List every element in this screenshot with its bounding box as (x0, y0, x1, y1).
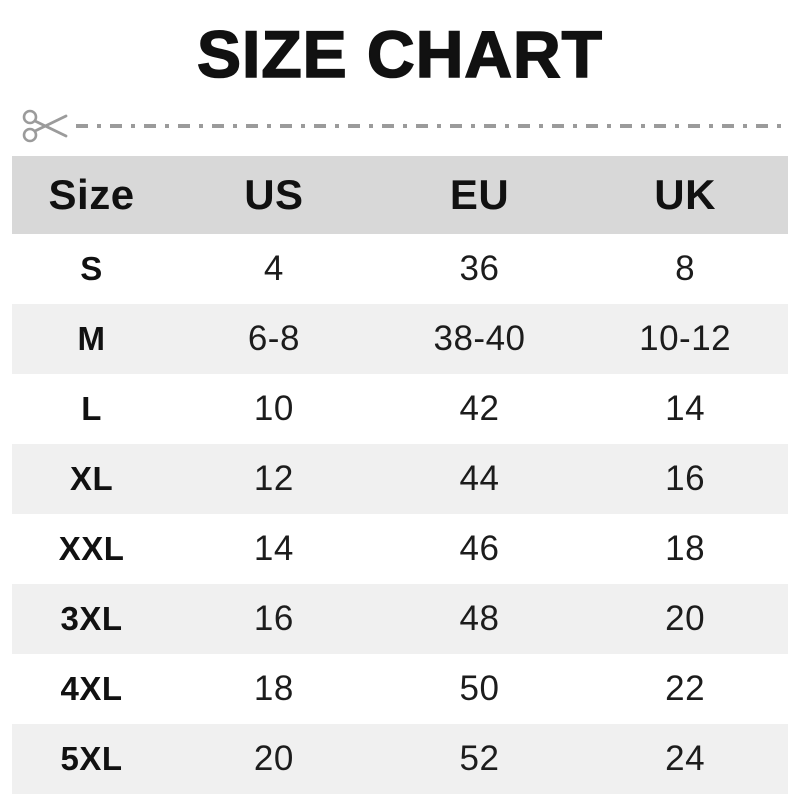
eu-cell: 44 (459, 459, 500, 498)
table-row-4xl: 4XL 18 50 22 (12, 654, 788, 724)
scissors-icon (22, 109, 68, 143)
uk-cell: 24 (665, 739, 706, 778)
dash-dot-line (76, 124, 790, 128)
table-header-row: Size US EU UK (12, 156, 788, 234)
header-cell-eu: EU (449, 171, 510, 218)
table-row-s: S 4 36 8 (12, 234, 788, 304)
cut-line (0, 104, 800, 148)
size-cell: 5XL (60, 740, 123, 777)
uk-cell: 8 (675, 249, 696, 288)
us-cell: 10 (253, 389, 294, 428)
uk-cell: 20 (665, 599, 706, 638)
size-table: Size US EU UK S 4 36 8 M 6-8 38-40 10-12… (12, 156, 788, 794)
size-cell: 4XL (60, 670, 123, 707)
header-cell-us: US (244, 171, 304, 218)
size-cell: L (81, 390, 102, 427)
table-row-m: M 6-8 38-40 10-12 (12, 304, 788, 374)
size-cell: XL (69, 460, 114, 497)
eu-cell: 42 (459, 389, 500, 428)
uk-cell: 18 (665, 529, 706, 568)
table-row-5xl: 5XL 20 52 24 (12, 724, 788, 794)
table-row-xxl: XXL 14 46 18 (12, 514, 788, 584)
us-cell: 6-8 (247, 319, 300, 358)
uk-cell: 10-12 (639, 319, 732, 358)
us-cell: 14 (253, 529, 294, 568)
eu-cell: 52 (459, 739, 500, 778)
eu-cell: 48 (459, 599, 500, 638)
size-cell: 3XL (60, 600, 123, 637)
size-cell: S (80, 250, 103, 287)
us-cell: 18 (253, 669, 294, 708)
size-cell: M (77, 320, 106, 357)
us-cell: 20 (253, 739, 294, 778)
table-row-l: L 10 42 14 (12, 374, 788, 444)
uk-cell: 22 (665, 669, 706, 708)
size-cell: XXL (58, 530, 125, 567)
table-row-3xl: 3XL 16 48 20 (12, 584, 788, 654)
uk-cell: 14 (665, 389, 706, 428)
size-chart-page: SIZE CHART Size US EU UK S 4 36 8 M 6-8 … (0, 16, 800, 800)
eu-cell: 36 (459, 249, 500, 288)
header-cell-uk: UK (654, 171, 716, 218)
us-cell: 16 (253, 599, 294, 638)
us-cell: 12 (253, 459, 294, 498)
eu-cell: 38-40 (433, 319, 526, 358)
page-title: SIZE CHART (196, 16, 603, 92)
header-cell-size: Size (48, 171, 135, 218)
eu-cell: 46 (459, 529, 500, 568)
table-row-xl: XL 12 44 16 (12, 444, 788, 514)
eu-cell: 50 (459, 669, 500, 708)
us-cell: 4 (263, 249, 284, 288)
uk-cell: 16 (665, 459, 706, 498)
